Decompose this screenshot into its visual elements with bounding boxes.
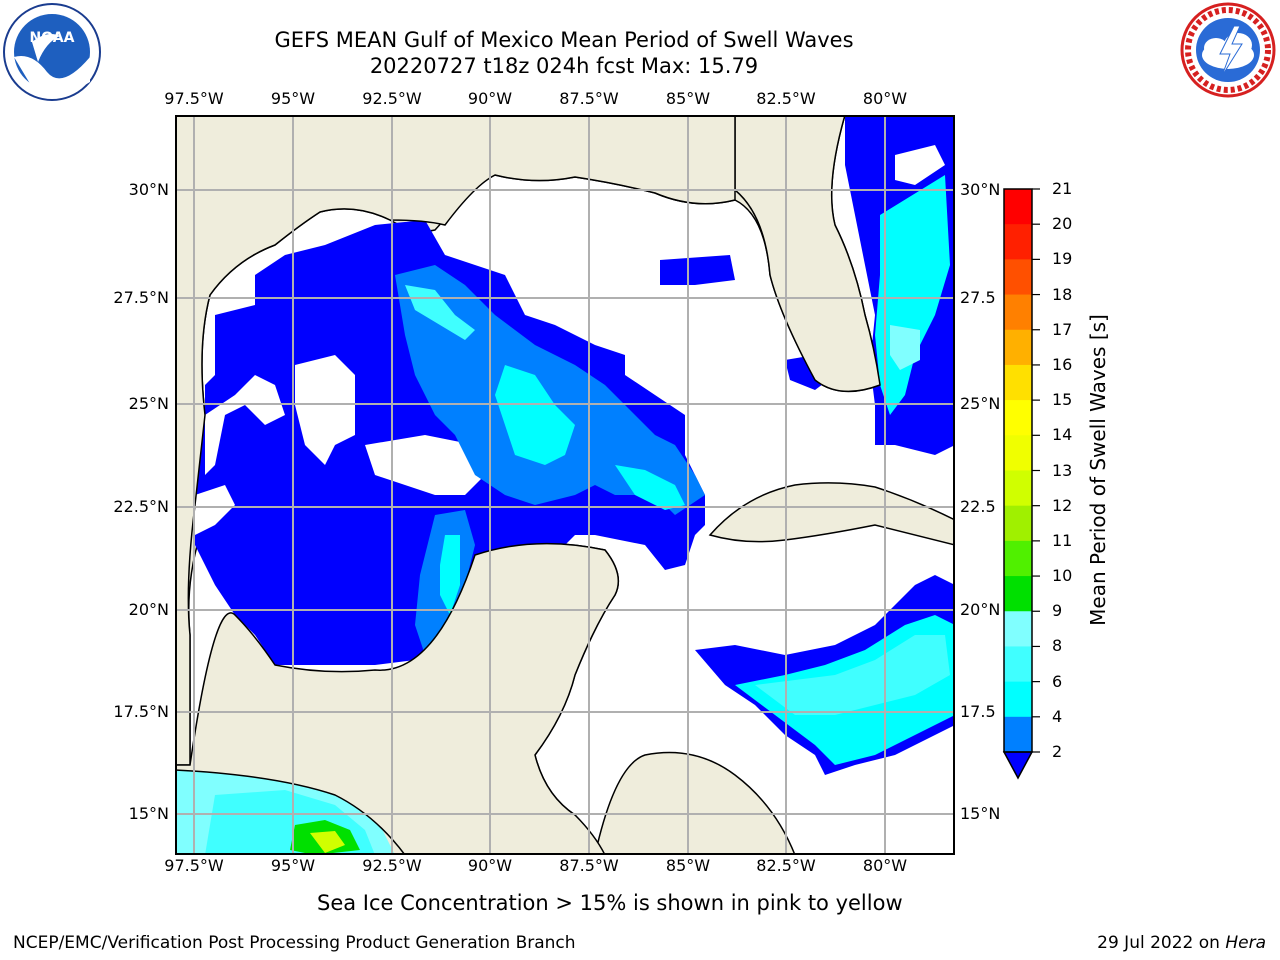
footer-host: Hera — [1225, 933, 1266, 953]
footer-date: 29 Jul 2022 on Hera — [1097, 933, 1266, 953]
lat-tick-right: 20°N — [960, 600, 1001, 619]
lon-tick-bottom: 87.5°W — [559, 856, 619, 875]
lat-tick-left: 17.5°N — [113, 702, 169, 721]
swell-region-atlantic — [890, 325, 920, 370]
colorbar-tick-label: 17 — [1052, 319, 1073, 339]
footer-date-text: 29 Jul 2022 on — [1097, 933, 1226, 953]
colorbar-segment — [1004, 540, 1032, 577]
sea-ice-note: Sea Ice Concentration > 15% is shown in … — [317, 891, 903, 915]
colorbar-segment — [1004, 716, 1032, 753]
swell-region-caribbean — [755, 635, 950, 715]
colorbar-segment — [1004, 294, 1032, 331]
lat-tick-left: 30°N — [128, 180, 169, 199]
lon-tick-top: 95°W — [270, 89, 316, 108]
no-data-patch — [205, 375, 285, 475]
nws-logo — [1180, 2, 1276, 98]
colorbar-tick-label: 8 — [1052, 636, 1063, 656]
noaa-logo-text: NOAA — [30, 30, 75, 46]
lat-tick-right: 27.5 — [960, 288, 996, 307]
colorbar-segment — [1004, 505, 1032, 542]
swell-region-core — [495, 365, 575, 465]
lat-tick-right: 15°N — [960, 804, 1001, 823]
lat-tick-right: 25°N — [960, 394, 1001, 413]
lat-tick-left: 25°N — [128, 394, 169, 413]
no-data-patch — [195, 485, 235, 535]
colorbar-segment — [1004, 681, 1032, 718]
lon-tick-bottom: 85°W — [665, 856, 711, 875]
colorbar-segment — [1004, 259, 1032, 296]
footer-credit: NCEP/EMC/Verification Post Processing Pr… — [13, 933, 576, 953]
map-panel — [175, 115, 955, 855]
lat-tick-right: 22.5 — [960, 497, 996, 516]
colorbar-tick-label: 16 — [1052, 354, 1073, 374]
lon-tick-bottom: 82.5°W — [756, 856, 816, 875]
lon-tick-bottom: 90°W — [467, 856, 513, 875]
lon-tick-bottom: 97.5°W — [164, 856, 224, 875]
colorbar-segment — [1004, 189, 1032, 225]
colorbar-segment — [1004, 329, 1032, 366]
lon-tick-top: 80°W — [862, 89, 908, 108]
colorbar-tick-label: 10 — [1052, 566, 1073, 586]
colorbar-tick-label: 9 — [1052, 601, 1063, 621]
lon-tick-bottom: 80°W — [862, 856, 908, 875]
chart-title: GEFS MEAN Gulf of Mexico Mean Period of … — [274, 28, 854, 52]
no-data-patch — [295, 355, 355, 465]
colorbar-segment — [1004, 611, 1032, 647]
noaa-logo: NOAA — [3, 3, 101, 101]
lat-tick-left: 15°N — [128, 804, 169, 823]
map-frame — [175, 115, 955, 855]
colorbar-tick-label: 13 — [1052, 460, 1073, 480]
swell-region-eastern — [660, 255, 735, 285]
us-gulf-coast-land — [175, 115, 736, 766]
lat-tick-left: 27.5°N — [113, 288, 169, 307]
colorbar-segment — [1004, 435, 1032, 471]
colorbar-segment — [1004, 576, 1032, 612]
colorbar-tick-label: 12 — [1052, 495, 1073, 515]
colorbar-segment — [1004, 400, 1032, 436]
chart-subtitle: 20220727 t18z 024h fcst Max: 15.79 — [369, 54, 759, 78]
lon-tick-bottom: 92.5°W — [362, 856, 422, 875]
swell-region-mid — [395, 265, 705, 515]
colorbar-tick-label: 14 — [1052, 425, 1073, 445]
colorbar-tick-label: 21 — [1052, 179, 1073, 198]
colorbar-title: Mean Period of Swell Waves [s] — [1086, 314, 1110, 626]
colorbar-segment — [1004, 364, 1032, 401]
lon-tick-top: 97.5°W — [164, 89, 224, 108]
colorbar-tick-label: 4 — [1052, 706, 1063, 726]
colorbar — [1002, 188, 1040, 780]
colorbar-tick-label: 15 — [1052, 390, 1073, 410]
lon-tick-top: 87.5°W — [559, 89, 619, 108]
lon-tick-top: 92.5°W — [362, 89, 422, 108]
map-gridlines — [175, 115, 955, 855]
lat-tick-right: 30°N — [960, 180, 1001, 199]
no-data-patch — [895, 145, 945, 185]
lon-tick-top: 90°W — [467, 89, 513, 108]
colorbar-tick-label: 18 — [1052, 284, 1073, 304]
swell-region-core — [440, 535, 460, 615]
colorbar-tick-label: 6 — [1052, 671, 1063, 691]
lat-tick-right: 17.5 — [960, 702, 996, 721]
no-data-patch — [365, 435, 485, 495]
lon-tick-bottom: 95°W — [270, 856, 316, 875]
swell-region-pacific — [310, 831, 345, 853]
lon-tick-top: 82.5°W — [756, 89, 816, 108]
lat-tick-left: 20°N — [128, 600, 169, 619]
colorbar-segment — [1004, 646, 1032, 683]
colorbar-tick-label: 11 — [1052, 530, 1073, 550]
colorbar-tick-label: 20 — [1052, 214, 1073, 234]
swell-region-core — [615, 465, 685, 510]
lat-tick-left: 22.5°N — [113, 497, 169, 516]
lon-tick-top: 85°W — [665, 89, 711, 108]
colorbar-segment — [1004, 470, 1032, 507]
colorbar-extend-min — [1002, 751, 1034, 780]
colorbar-tick-label: 2 — [1052, 742, 1063, 761]
central-america-land — [594, 751, 796, 855]
mexico-land — [175, 542, 620, 855]
colorbar-segment — [1004, 224, 1032, 260]
colorbar-tick-label: 19 — [1052, 249, 1073, 269]
